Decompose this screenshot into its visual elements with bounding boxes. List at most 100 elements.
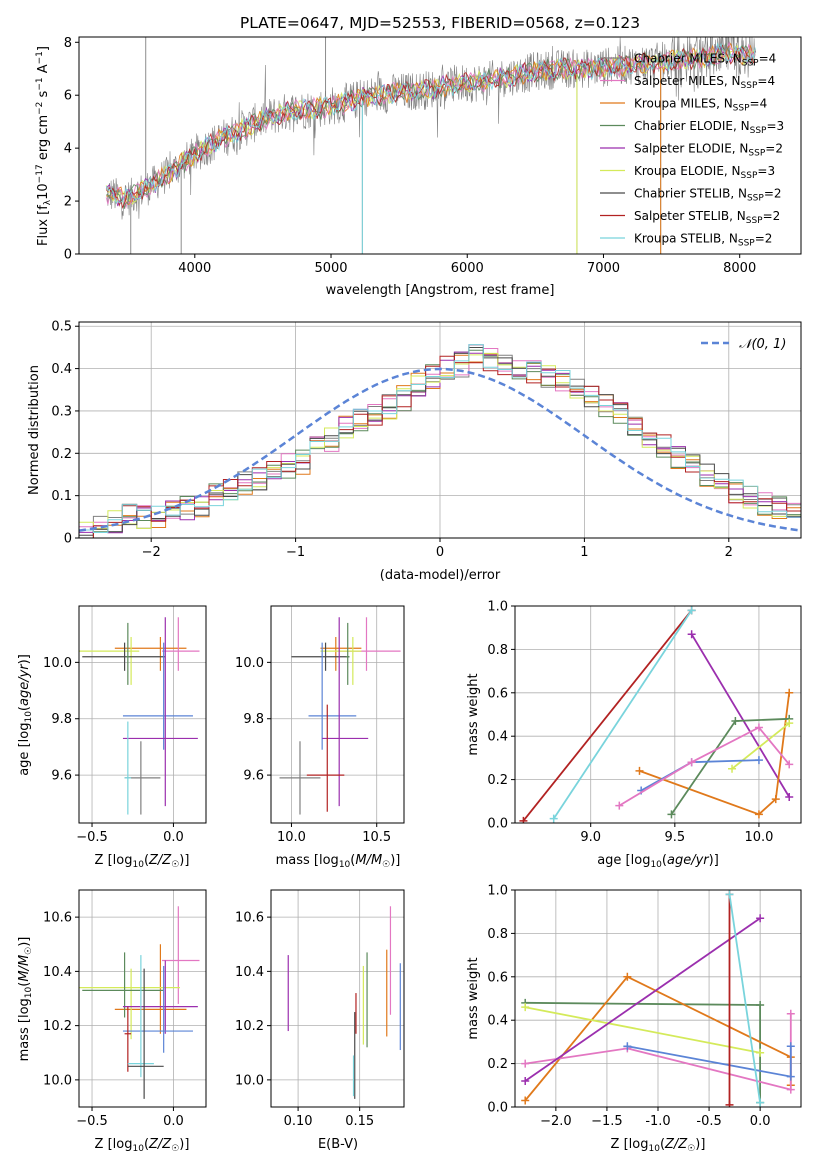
x-tick-label: −0.5: [76, 1114, 108, 1129]
x-tick-label: 9.0: [580, 830, 601, 845]
plus-marker: [521, 1096, 530, 1105]
plus-marker: [687, 630, 696, 639]
x-tick-label: 10.0: [277, 830, 306, 845]
histogram-step-kroupa_miles: [79, 353, 801, 538]
errorbar-point: [126, 622, 130, 685]
plus-marker: [623, 972, 632, 981]
histogram-step-chabrier_elodie: [79, 349, 801, 538]
errorbar-point: [320, 637, 362, 685]
legend-nssp: 4: [760, 97, 768, 111]
legend-label: Chabrier MILES, NSSP=4: [634, 52, 776, 69]
y-tick-label: 9.6: [51, 769, 72, 784]
weight_vs_age-panel: 9.0 9.5 10.0 0.0 0.2 0.4 0.6 0.8 1.0 age [log10(a…: [466, 600, 802, 870]
histogram-step-salpeter_stelib: [79, 355, 801, 538]
y-tick-label: 10.2: [235, 1019, 264, 1034]
plus-marker: [615, 801, 624, 810]
y-tick-label: 0.3: [51, 404, 72, 419]
y-tick-label: 9.8: [51, 712, 72, 727]
x-tick-label: −1.5: [591, 1114, 623, 1129]
y-tick-label: 10.0: [43, 656, 72, 671]
y-axis-label: age [log10(age/yr)]: [17, 654, 34, 776]
weight-line-salpeter_elodie: [690, 633, 790, 798]
plus-marker: [623, 1042, 632, 1051]
legend-series-name: Chabrier ELODIE: [634, 119, 733, 133]
errorbar-point: [79, 637, 140, 685]
spectrum-plot-area: [105, 37, 757, 254]
y-tick-label: 9.6: [243, 769, 264, 784]
x-axis-label: Z [log10(Z/Z☉)]: [611, 1137, 706, 1154]
y-tick-label: 10.0: [235, 656, 264, 671]
errorbar-point: [122, 617, 198, 807]
weight-line-salpeter_elodie: [524, 917, 761, 1082]
y-tick-label: 9.8: [243, 712, 264, 727]
weight-line-kroupa_stelib: [552, 609, 693, 820]
x-tick-label: −2.0: [540, 1114, 572, 1129]
errorbar-point: [114, 944, 187, 1034]
mass_vs_Z-panel: −0.5 0.0 10.0 10.2 10.4 10.6 Z [log10(Z/Z☉)] ma…: [17, 889, 207, 1154]
y-tick-label: 0.6: [487, 686, 508, 701]
y-tick-label: 10.6: [43, 911, 72, 926]
age_vs_mass-panel: 10.0 10.5 9.6 9.8 10.0 mass [log10(M/M☉)]: [235, 605, 405, 870]
legend-label: Chabrier STELIB, NSSP=2: [634, 187, 782, 204]
x-tick-label: -1.0: [645, 1114, 670, 1129]
model-line-kroupa_stelib: [105, 42, 756, 205]
x-tick-label: 0.0: [750, 1114, 771, 1129]
legend-series-name: Kroupa STELIB: [634, 232, 721, 246]
plus-marker: [521, 1059, 530, 1068]
x-axis-label: (data-model)/error: [380, 568, 501, 583]
x-axis-label: mass [log10(M/M☉)]: [276, 853, 401, 870]
x-tick-label: 1: [580, 545, 588, 560]
y-tick-label: 10.4: [235, 965, 264, 980]
legend-label: 𝒩(0, 1): [739, 337, 786, 352]
plus-marker: [785, 792, 794, 801]
plus-marker: [785, 719, 794, 728]
x-axis-label: Z [log10(Z/Z☉)]: [95, 1137, 190, 1154]
histogram-step-kroupa_stelib: [79, 344, 801, 533]
y-axis-label: mass weight: [466, 673, 481, 755]
errorbar-point: [122, 965, 193, 1053]
residuals-panel: −2 −1 0 1 2 0 0.1 0.2 0.3 0.4 0.5 𝒩(0, 1) (data-mode…: [27, 320, 802, 583]
plus-marker: [687, 606, 696, 615]
legend-series-name: Salpeter STELIB: [634, 209, 729, 223]
legend-label: Chabrier ELODIE, NSSP=3: [634, 119, 784, 136]
plus-marker: [786, 1042, 795, 1051]
plus-marker: [754, 810, 763, 819]
y-tick-label: 0.6: [487, 970, 508, 985]
weight_vs_Z-panel: −2.0 −1.5 -1.0 -0.5 0.0 0.0 0.2 0.4 0.6 0.8 1.0 Z […: [466, 884, 802, 1154]
errorbar-point: [82, 642, 166, 671]
errorbar-point: [127, 955, 154, 1078]
spectrum-legend: Chabrier MILES, NSSP=4 Salpeter MILES, NS…: [600, 52, 784, 249]
errorbar-point: [122, 960, 198, 1034]
x-tick-label: 10.0: [744, 830, 773, 845]
y-axis-label: mass [log10(M/M☉)]: [17, 937, 34, 1062]
plus-marker: [756, 1048, 765, 1057]
legend-series-name: Salpeter ELODIE: [634, 142, 732, 156]
plus-marker: [728, 764, 737, 773]
errorbar-point: [346, 622, 350, 685]
axes-frame: [78, 889, 207, 1108]
y-tick-label: 0.5: [51, 320, 72, 335]
y-tick-label: 0.8: [487, 643, 508, 658]
residuals-plot-area: [79, 344, 801, 538]
age_vs_mass-plot-area: [279, 617, 401, 815]
plus-marker: [635, 766, 644, 775]
x-tick-label: 7000: [587, 261, 620, 276]
weight-line-kroupa_miles: [639, 692, 791, 816]
x-axis-label: E(B-V): [318, 1137, 358, 1152]
spectrum-panel: 4000 5000 6000 7000 8000 0 2 4 6 8 wavelength [Ang…: [35, 36, 802, 298]
errorbar-point: [127, 968, 164, 1099]
y-tick-label: 1.0: [487, 600, 508, 615]
model-line-kroupa_elodie: [105, 44, 756, 205]
x-axis-label: Z [log10(Z/Z☉)]: [95, 853, 190, 870]
x-tick-label: 8000: [723, 261, 756, 276]
legend-nssp: 3: [777, 119, 785, 133]
y-tick-label: 0.2: [487, 773, 508, 788]
errorbar-point: [124, 1006, 132, 1072]
x-axis-label: age [log10(age/yr)]: [597, 853, 719, 870]
legend-nssp: 2: [774, 187, 782, 201]
errorbar-point: [306, 704, 345, 812]
plus-marker: [667, 810, 676, 819]
plus-marker: [785, 688, 794, 697]
y-tick-label: 6: [64, 89, 72, 104]
plus-marker: [785, 760, 794, 769]
